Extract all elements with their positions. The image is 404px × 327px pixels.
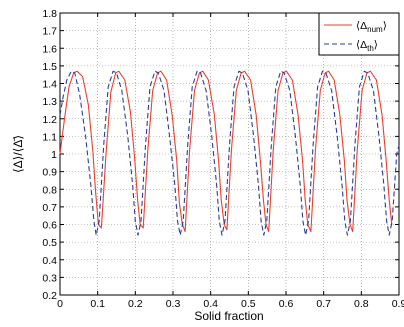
y-tick-label: 1.6 bbox=[42, 43, 57, 55]
series-line-num bbox=[59, 70, 393, 233]
y-tick-label: 1.5 bbox=[42, 61, 57, 73]
x-tick-label: 0.8 bbox=[354, 298, 369, 310]
series-layer bbox=[59, 70, 400, 236]
x-tick-label: 0.4 bbox=[203, 298, 218, 310]
y-axis-label: ⟨Δ⟩/⟨Δ̄⟩ bbox=[11, 135, 25, 173]
legend-label-series-b-main: ⟨Δ bbox=[356, 39, 367, 51]
y-tick-label: 1.7 bbox=[42, 26, 57, 38]
y-tick-label: 0.7 bbox=[42, 202, 57, 214]
x-tick-label: 0 bbox=[57, 298, 63, 310]
y-tick-label: 0.3 bbox=[42, 272, 57, 284]
y-tick-label: 0.9 bbox=[42, 167, 57, 179]
legend: ⟨Δnum⟩ ⟨Δth⟩ bbox=[318, 12, 400, 56]
x-tick-label: 0.5 bbox=[241, 298, 256, 310]
x-tick-label: 0.7 bbox=[316, 298, 331, 310]
y-tick-label: 1.4 bbox=[42, 79, 57, 91]
legend-box bbox=[318, 12, 400, 56]
series-line-th bbox=[59, 70, 400, 236]
x-tick-label: 0.6 bbox=[279, 298, 294, 310]
legend-label-series-b-close: ⟩ bbox=[374, 39, 378, 51]
y-tick-label: 1 bbox=[51, 149, 57, 161]
legend-label-series-a-close: ⟩ bbox=[383, 20, 387, 32]
y-tick-label: 1.3 bbox=[42, 96, 57, 108]
y-tick-label: 0.6 bbox=[42, 220, 57, 232]
legend-label-series-b: ⟨Δth⟩ bbox=[356, 39, 378, 53]
y-tick-label: 0.8 bbox=[42, 184, 57, 196]
x-tick-label: 0.9 bbox=[392, 298, 404, 310]
y-tick-label: 1.8 bbox=[42, 8, 57, 20]
legend-label-series-a: ⟨Δnum⟩ bbox=[356, 20, 387, 34]
x-tick-label: 0.3 bbox=[166, 298, 181, 310]
legend-label-series-b-sub: th bbox=[367, 44, 374, 53]
legend-label-series-a-sub: num bbox=[367, 25, 383, 34]
y-tick-label: 0.4 bbox=[42, 255, 57, 267]
y-tick-labels: 0.2 0.3 0.4 0.5 0.6 0.7 0.8 0.9 1 1.1 1.2 1.3 1.4 1.5… bbox=[42, 8, 57, 302]
y-tick-label: 0.5 bbox=[42, 237, 57, 249]
y-tick-label: 1.1 bbox=[42, 131, 57, 143]
y-tick-label: 0.2 bbox=[42, 290, 57, 302]
legend-label-series-a-main: ⟨Δ bbox=[356, 20, 367, 32]
x-tick-labels: 0 0.1 0.2 0.3 0.4 0.5 0.6 0.7 0.8 0.9 bbox=[57, 298, 404, 310]
y-tick-label: 1.2 bbox=[42, 114, 57, 126]
x-tick-label: 0.1 bbox=[90, 298, 105, 310]
x-tick-label: 0.2 bbox=[128, 298, 143, 310]
x-axis-label: Solid fraction bbox=[194, 309, 263, 323]
